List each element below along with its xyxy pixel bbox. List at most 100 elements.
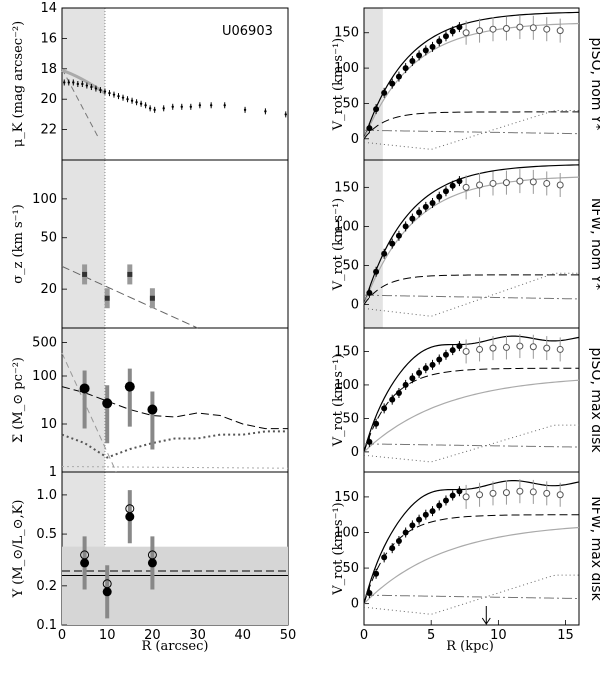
r4-open-point-6: [543, 489, 551, 497]
r4-open-point-0: [462, 493, 470, 501]
r1-bulge-curve: [363, 129, 580, 135]
r4-filled-point-6: [409, 522, 416, 529]
left-xtick-label-2: 20: [144, 628, 161, 643]
left-x-axis-label: R (arcsec): [142, 639, 209, 654]
right-xtick-label-3: 15: [557, 628, 574, 643]
p1-ytick-label-0: 14: [40, 1, 57, 16]
left-xtick-label-5: 50: [280, 628, 297, 643]
r3-disk-curve: [363, 367, 580, 453]
r2-panel-label: NFW, nom Υ*: [588, 198, 600, 290]
r4-filled-point-4: [395, 538, 402, 545]
r1-filled-point-1: [373, 106, 380, 113]
r2-disk-curve: [363, 274, 579, 305]
p3-y-label: Σ (M_⊙ pc⁻²): [11, 357, 26, 443]
r-shaded-region-2: [364, 160, 383, 328]
right-x-axis-label: R (kpc): [446, 639, 494, 654]
r3-open-point-6: [543, 344, 551, 352]
r4-filled-point-8: [422, 511, 429, 518]
p4-open-point-3: [147, 550, 157, 560]
p1-point-18: [144, 104, 147, 107]
p1-point-3: [76, 82, 80, 86]
r4-filled-point-0: [366, 589, 373, 596]
p1-point-27: [223, 104, 226, 107]
r1-total-curve: [363, 11, 580, 139]
r1-filled-point-2: [381, 89, 388, 96]
r3-filled-point-0: [366, 438, 373, 445]
r3-filled-point-11: [442, 351, 449, 358]
r4-open-point-1: [476, 491, 484, 499]
r3-ytick-label-0: 0: [351, 445, 359, 460]
r2-filled-point-2: [381, 250, 388, 257]
r1-gas-curve: [363, 110, 579, 150]
p1-point-6: [90, 85, 93, 89]
r1-ytick-label-3: 150: [334, 26, 359, 41]
r4-filled-point-11: [442, 497, 449, 504]
r1-filled-point-10: [436, 38, 443, 45]
p1-ytick-label-1: 16: [40, 31, 57, 46]
r4-ytick-label-0: 0: [351, 597, 359, 612]
r2-filled-point-1: [373, 268, 380, 275]
r2-ytick-label-0: 0: [351, 298, 359, 313]
r3-open-point-0: [462, 347, 470, 355]
p2-point-1: [104, 295, 110, 301]
r4-open-point-7: [556, 491, 564, 499]
p1-point-11: [112, 93, 116, 96]
r3-panel-label: pISO, max disk: [588, 348, 600, 454]
r3-ytick-label-1: 50: [342, 411, 359, 426]
r3-filled-point-7: [416, 369, 423, 376]
p1-point-1: [67, 81, 70, 84]
p3-bulge-line: [61, 352, 117, 473]
r1-filled-point-13: [456, 24, 463, 31]
r1-filled-point-4: [395, 73, 402, 80]
r4-open-point-2: [489, 489, 497, 497]
p3-model-profile: [61, 386, 288, 430]
p1-y-label: μ_K (mag arcsec⁻²): [11, 21, 26, 147]
r3-bulge-curve: [363, 443, 580, 448]
r2-open-point-7: [556, 181, 564, 189]
r2-filled-point-13: [456, 178, 463, 185]
r1-open-point-3: [502, 25, 510, 33]
r1-panel-label: pISO, nom Υ*: [588, 38, 600, 131]
r3-filled-point-2: [381, 405, 388, 412]
r4-open-point-3: [502, 489, 510, 497]
r1-ytick-label-2: 100: [334, 61, 359, 76]
p4-point-1: [102, 587, 112, 597]
p1-point-19: [148, 107, 152, 110]
p1-point-21: [162, 107, 165, 110]
r3-filled-point-5: [402, 381, 409, 388]
r3-open-point-4: [516, 342, 524, 350]
r4-ytick-label-3: 150: [334, 490, 359, 505]
r4-filled-point-7: [416, 516, 423, 523]
p1-point-30: [284, 113, 287, 116]
p1-bulge-fit: [61, 68, 99, 138]
r2-filled-point-12: [449, 182, 456, 189]
p1-point-28: [243, 108, 247, 112]
r1-open-point-0: [462, 29, 470, 37]
p1-ytick-label-2: 18: [40, 62, 57, 77]
r4-bulge-curve: [363, 594, 580, 600]
r2-total-curve: [363, 164, 580, 305]
r1-open-point-7: [556, 27, 564, 35]
p1-point-12: [117, 94, 120, 98]
r3-open-point-3: [502, 343, 510, 351]
p3-point-0: [79, 383, 90, 394]
r2-filled-point-11: [442, 188, 449, 195]
p4-open-point-0: [80, 550, 90, 560]
p3-point-3: [147, 404, 158, 415]
r3-open-point-5: [529, 343, 537, 351]
shaded-region-2: [62, 160, 105, 328]
r1-ytick-label-0: 0: [351, 132, 359, 147]
p3-ytick-label-0: 1: [49, 465, 57, 480]
p2-ytick-label-1: 50: [40, 231, 57, 246]
r2-filled-point-5: [402, 223, 409, 230]
r3-gas-curve: [363, 424, 579, 463]
r4-filled-point-3: [389, 545, 396, 552]
r4-gas-curve: [363, 574, 579, 615]
r2-open-point-2: [489, 179, 497, 187]
r1-filled-point-6: [409, 58, 416, 65]
p1-point-5: [85, 84, 89, 87]
p1-point-23: [180, 105, 183, 109]
p1-point-17: [139, 102, 143, 105]
r2-filled-point-4: [395, 232, 402, 239]
r4-filled-point-5: [402, 529, 409, 536]
